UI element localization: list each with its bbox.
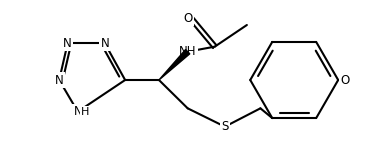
Text: NH: NH: [179, 45, 196, 58]
Text: N: N: [55, 73, 64, 86]
Text: N: N: [63, 37, 72, 50]
Text: H: H: [81, 107, 89, 117]
Text: N: N: [100, 37, 109, 50]
Polygon shape: [159, 50, 190, 80]
Text: O: O: [340, 73, 350, 86]
Text: S: S: [221, 120, 228, 133]
Text: N: N: [73, 105, 82, 118]
Text: O: O: [183, 12, 193, 25]
